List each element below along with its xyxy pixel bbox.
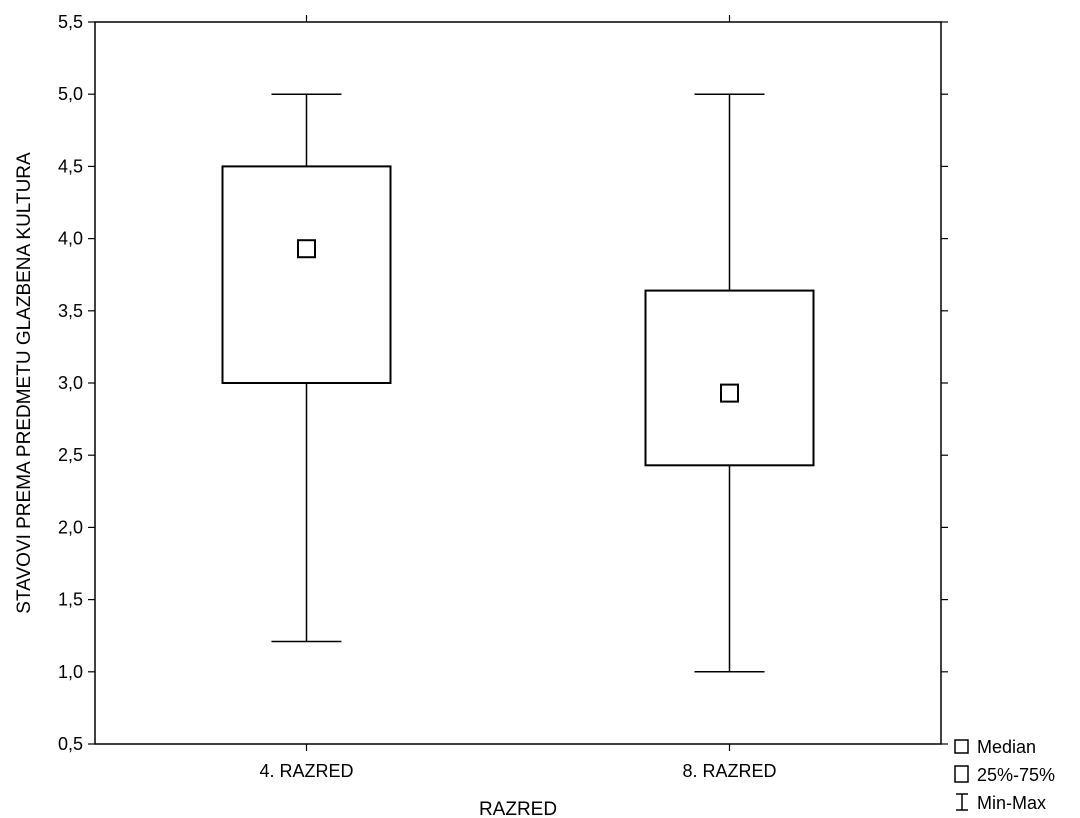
y-tick-label: 3,5 xyxy=(58,301,83,321)
legend-iqr-marker xyxy=(954,765,969,783)
median-marker xyxy=(297,239,316,259)
x-tick-label: 8. RAZRED xyxy=(682,761,776,781)
y-tick-label: 0,5 xyxy=(58,734,83,754)
y-tick-label: 4,0 xyxy=(58,229,83,249)
legend-median-marker xyxy=(954,739,969,754)
y-tick-label: 5,5 xyxy=(58,12,83,32)
x-axis-title: RAZRED xyxy=(479,799,557,818)
legend-minmax-marker xyxy=(956,793,968,811)
y-tick-label: 5,0 xyxy=(58,84,83,104)
y-axis: 0,5 1,0 1,5 2,0 2,5 3,0 3,5 4,0 4,5 5,0 5,5 xyxy=(58,12,948,754)
y-tick-label: 1,0 xyxy=(58,662,83,682)
x-tick-label: 4. RAZRED xyxy=(259,761,353,781)
y-axis-title: STAVOVI PREMA PREDMETU GLAZBENA KULTURA xyxy=(14,152,35,614)
y-tick-label: 3,0 xyxy=(58,373,83,393)
legend-minmax-label: Min-Max xyxy=(977,793,1046,813)
y-tick-label: 4,5 xyxy=(58,156,83,176)
y-tick-label: 2,5 xyxy=(58,445,83,465)
box-series xyxy=(221,93,815,673)
legend: Median 25%-75% Min-Max xyxy=(954,737,1055,813)
box-1 xyxy=(221,93,392,643)
y-tick-label: 2,0 xyxy=(58,517,83,537)
box-2 xyxy=(644,93,815,673)
iqr-box xyxy=(221,165,392,384)
x-axis: 4. RAZRED 8. RAZRED xyxy=(259,15,777,781)
legend-median-label: Median xyxy=(977,737,1036,757)
legend-iqr-label: 25%-75% xyxy=(977,765,1055,785)
y-tick-label: 1,5 xyxy=(58,590,83,610)
iqr-box xyxy=(644,289,815,467)
median-marker xyxy=(720,383,739,403)
